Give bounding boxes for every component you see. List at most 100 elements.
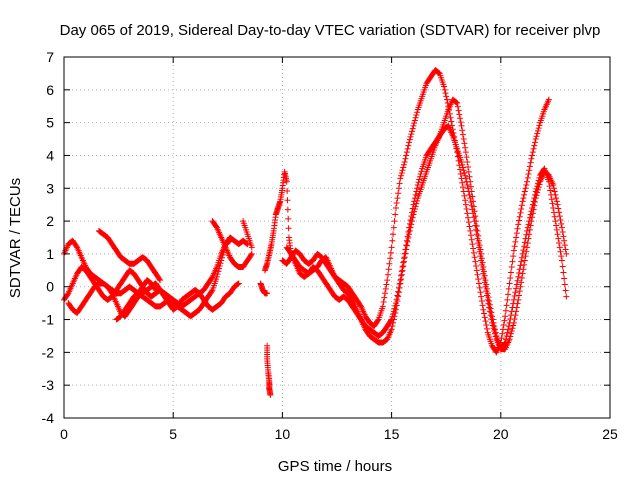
data-point [556,244,563,251]
data-point [470,245,477,252]
data-point [400,259,407,266]
data-point [461,140,468,147]
data-point [508,328,515,335]
data-point [515,273,522,280]
data-point [461,169,468,176]
data-point [470,249,477,256]
data-point [414,181,421,188]
data-point [394,292,401,299]
data-point [476,242,483,249]
data-point [287,249,294,256]
data-point [392,300,399,307]
data-point [467,183,474,190]
data-point [478,297,485,304]
data-point [457,171,464,178]
data-point [513,285,520,292]
data-point [382,285,389,292]
data-point [559,229,566,236]
data-point [558,253,565,260]
data-point [469,241,476,248]
data-point [457,115,464,122]
x-tick-label: 5 [169,426,177,442]
data-point [559,263,566,270]
data-point [435,69,442,76]
data-point [398,268,405,275]
data-point [479,259,486,266]
data-point [525,221,532,228]
data-point [152,287,159,294]
data-point [485,300,492,307]
data-point [518,274,525,281]
y-tick-label: 2 [46,213,54,229]
data-point [535,125,542,132]
data-point [561,281,568,288]
data-point [551,213,558,220]
data-point [545,178,552,185]
y-tick-label: -4 [42,410,55,426]
data-point [514,225,521,232]
data-point [244,241,251,248]
data-point [561,275,568,282]
data-point [534,183,541,190]
data-point [458,122,465,129]
data-point [530,145,537,152]
data-point [489,313,496,320]
data-point [491,326,498,333]
data-point [519,198,526,205]
data-point [413,111,420,118]
data-point [401,250,408,257]
data-point [213,223,220,230]
data-point [513,230,520,237]
data-point [400,161,407,168]
data-point [406,227,413,234]
y-tick-label: 7 [46,49,54,65]
data-point [465,214,472,221]
y-tick-label: -1 [42,312,55,328]
data-point [403,152,410,159]
data-point [407,133,414,140]
data-point [395,185,402,192]
data-point [546,183,553,190]
data-point [477,246,484,253]
data-point [533,133,540,140]
data-point [507,274,514,281]
data-point [483,322,490,329]
data-point [510,247,517,254]
data-point [156,276,163,283]
data-point [520,247,527,254]
data-point [462,149,469,156]
data-point [473,226,480,233]
data-point [529,204,536,211]
data-point [511,293,518,300]
data-point [396,180,403,187]
data-point [248,252,255,259]
data-point [267,392,274,399]
data-point [411,117,418,124]
data-point [534,180,541,187]
data-point [379,303,386,310]
data-point [504,329,511,336]
data-point [462,144,469,151]
data-point [488,315,495,322]
data-point [485,294,492,301]
data-point [448,118,455,125]
data-point [441,86,448,93]
data-point [507,330,514,337]
data-point [505,326,512,333]
data-point [521,239,528,246]
data-point [502,339,509,346]
data-point [506,280,513,287]
data-point [556,213,563,220]
data-point [550,181,557,188]
data-point [393,296,400,303]
data-point [520,195,527,202]
data-point [558,257,565,264]
data-point [478,293,485,300]
data-point [408,221,415,228]
data-point [501,340,508,347]
data-point [404,145,411,152]
data-point [468,188,475,195]
data-point [459,179,466,186]
data-point [466,173,473,180]
